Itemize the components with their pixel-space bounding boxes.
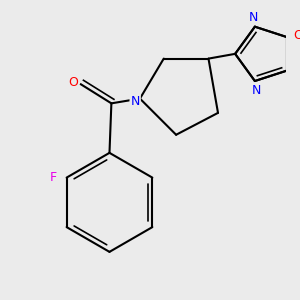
Text: F: F <box>50 171 57 184</box>
Text: O: O <box>293 29 300 42</box>
Text: N: N <box>248 11 258 24</box>
Text: N: N <box>130 95 140 108</box>
Text: N: N <box>252 84 262 97</box>
Text: O: O <box>68 76 78 89</box>
